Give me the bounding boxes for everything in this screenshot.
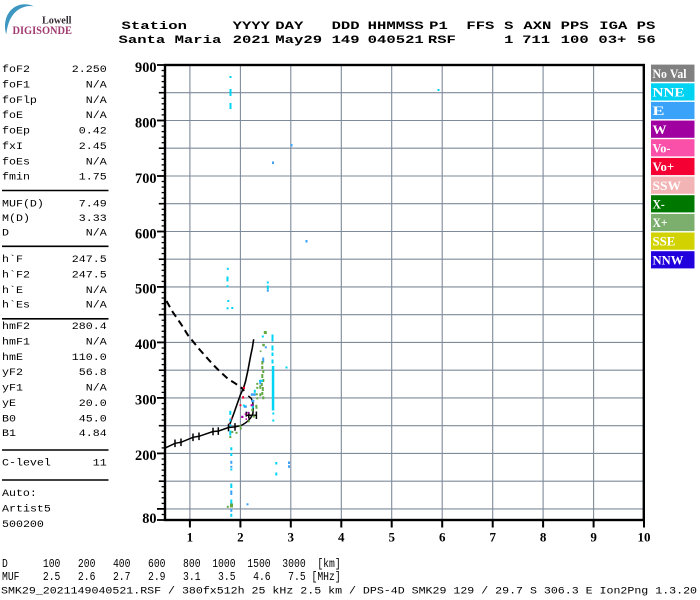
svg-text:Santa Maria: Santa Maria: [119, 35, 222, 47]
svg-text:M(D) 3.33: M(D) 3.33: [2, 213, 107, 225]
svg-text:foF2 2.250: foF2 2.250: [2, 64, 107, 76]
svg-text:D 100 200 400 600: D 100 200 400 600 800 1000 1500 3000 [km…: [2, 557, 341, 571]
svg-text:9: 9: [590, 530, 597, 545]
svg-text:500: 500: [135, 282, 156, 298]
svg-text:711: 711: [522, 35, 551, 47]
svg-text:DIGISONDE: DIGISONDE: [13, 25, 73, 37]
svg-text:S: S: [504, 21, 514, 33]
svg-text:B0 45.0: B0 45.0: [2, 413, 107, 425]
svg-text:Station: Station: [122, 21, 188, 33]
svg-text:300: 300: [135, 393, 156, 409]
svg-text:FFS: FFS: [466, 21, 495, 33]
svg-text:4: 4: [338, 530, 345, 545]
svg-text:h`Es N/A: h`Es N/A: [2, 299, 107, 312]
svg-text:DAY: DAY: [275, 21, 304, 33]
svg-text:500200: 500200: [2, 519, 44, 531]
svg-text:5: 5: [388, 530, 395, 545]
svg-text:AXN: AXN: [523, 21, 551, 33]
svg-text:IGA: IGA: [599, 21, 628, 33]
svg-text:h`F 247.5: h`F 247.5: [2, 253, 107, 266]
svg-text:600: 600: [135, 226, 156, 242]
svg-text:Artist5: Artist5: [2, 504, 51, 516]
svg-text:Vo+: Vo+: [653, 159, 675, 174]
svg-text:149: 149: [332, 35, 360, 47]
svg-text:RSF: RSF: [428, 35, 456, 47]
svg-text:foE N/A: foE N/A: [2, 110, 107, 122]
svg-text:10: 10: [638, 530, 651, 545]
svg-text:SSE: SSE: [653, 234, 676, 249]
svg-text:C-level 11: C-level 11: [2, 458, 107, 470]
svg-text:1: 1: [187, 530, 194, 545]
svg-text:D N/A: D N/A: [2, 228, 107, 240]
svg-text:P1: P1: [429, 21, 448, 33]
svg-text:3: 3: [288, 530, 295, 545]
svg-text:PS: PS: [637, 21, 656, 33]
svg-text:Lowell: Lowell: [42, 15, 72, 26]
svg-text:YYYY: YYYY: [233, 21, 271, 33]
svg-text:hmF2 280.4: hmF2 280.4: [2, 321, 107, 333]
svg-text:yE 20.0: yE 20.0: [2, 398, 107, 410]
svg-text:MUF 2.5 2.6 2.7 2.9: MUF 2.5 2.6 2.7 2.9 3.1 3.5 4.6 7.5 [MHz…: [2, 570, 341, 584]
svg-text:fmin 1.75: fmin 1.75: [2, 172, 107, 184]
svg-text:040521: 040521: [368, 35, 425, 47]
svg-text:MUF(D) 7.49: MUF(D) 7.49: [2, 198, 107, 210]
svg-text:SSW: SSW: [653, 178, 681, 193]
svg-text:900: 900: [135, 60, 156, 76]
svg-text:May29: May29: [275, 35, 322, 47]
svg-text:NNE: NNE: [653, 85, 685, 100]
svg-text:700: 700: [135, 171, 156, 187]
svg-text:Auto:: Auto:: [2, 488, 37, 500]
svg-text:foEs N/A: foEs N/A: [2, 156, 107, 168]
svg-text:foFlp N/A: foFlp N/A: [2, 95, 107, 107]
svg-text:No Val: No Val: [653, 66, 687, 81]
svg-text:200: 200: [135, 448, 156, 464]
svg-text:NNW: NNW: [653, 252, 684, 267]
svg-text:foEp 0.42: foEp 0.42: [2, 126, 107, 138]
svg-text:800: 800: [135, 115, 156, 131]
svg-text:yF2 56.8: yF2 56.8: [2, 367, 107, 379]
svg-text:400: 400: [135, 337, 156, 353]
svg-text:foF1 N/A: foF1 N/A: [2, 79, 107, 91]
svg-text:8: 8: [540, 530, 547, 545]
svg-text:h`E N/A: h`E N/A: [2, 284, 107, 297]
svg-text:hmE 110.0: hmE 110.0: [2, 352, 107, 364]
svg-text:h`F2 247.5: h`F2 247.5: [2, 268, 107, 281]
svg-text:80: 80: [142, 511, 156, 527]
svg-text:yF1 N/A: yF1 N/A: [2, 383, 107, 395]
svg-text:hmF1 N/A: hmF1 N/A: [2, 336, 107, 348]
svg-text:Vo-: Vo-: [653, 140, 671, 155]
svg-text:W: W: [653, 122, 667, 137]
svg-text:6: 6: [439, 530, 446, 545]
svg-text:X+: X+: [653, 215, 668, 230]
svg-text:fxI 2.45: fxI 2.45: [2, 141, 107, 153]
svg-text:2: 2: [237, 530, 244, 545]
svg-text:2021: 2021: [233, 35, 271, 47]
svg-text:03+: 03+: [598, 35, 627, 47]
svg-text:X-: X-: [653, 196, 665, 211]
svg-text:7: 7: [489, 530, 496, 545]
svg-text:DDD: DDD: [332, 21, 361, 33]
svg-text:B1 4.84: B1 4.84: [2, 428, 107, 440]
svg-text:100: 100: [561, 35, 589, 47]
svg-text:56: 56: [637, 35, 656, 47]
svg-text:HHMMSS: HHMMSS: [368, 21, 425, 33]
svg-text:PPS: PPS: [561, 21, 590, 33]
svg-text:SMK29_2021149040521.RSF / 380f: SMK29_2021149040521.RSF / 380fx512h 25 k…: [1, 586, 697, 598]
svg-text:E: E: [653, 103, 665, 118]
svg-text:1: 1: [504, 35, 514, 47]
